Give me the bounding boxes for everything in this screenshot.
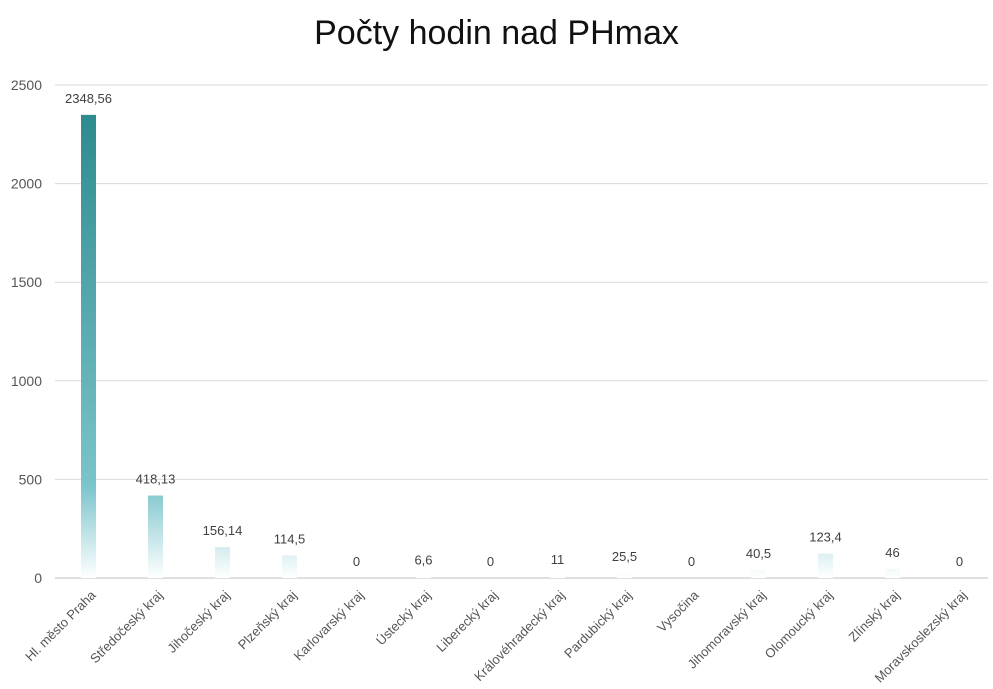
x-tick-label: Olomoucký kraj <box>762 587 836 661</box>
y-tick-label: 0 <box>34 570 42 586</box>
data-label: 0 <box>487 554 494 569</box>
bar <box>818 553 833 578</box>
bar <box>148 495 163 578</box>
data-label: 40,5 <box>746 546 771 561</box>
y-tick-label: 1500 <box>11 274 42 290</box>
x-tick-label: Hl. město Praha <box>22 587 99 664</box>
data-label: 25,5 <box>612 549 637 564</box>
y-axis-ticks: 0 500 1000 1500 2000 2500 <box>11 77 42 586</box>
data-label: 123,4 <box>809 530 842 545</box>
x-tick-label: Karlovarský kraj <box>291 587 367 663</box>
x-tick-label: Ústecký kraj <box>373 587 434 648</box>
data-label: 0 <box>688 554 695 569</box>
data-labels: 2348,56 418,13 156,14 114,5 0 6,6 0 11 25,5 0 40,5… <box>65 91 963 569</box>
data-label: 0 <box>353 554 360 569</box>
bar <box>751 570 766 578</box>
bar <box>81 114 96 579</box>
chart-title: Počty hodin nad PHmax <box>314 14 679 52</box>
x-tick-label: Jihočeský kraj <box>164 587 232 655</box>
bars <box>81 114 900 579</box>
data-label: 156,14 <box>203 523 243 538</box>
bar <box>617 572 632 578</box>
y-tick-label: 2000 <box>11 176 42 192</box>
bar <box>282 555 297 578</box>
data-label: 6,6 <box>414 553 432 568</box>
x-tick-label: Středočeský kraj <box>87 587 166 666</box>
x-tick-label: Pardubický kraj <box>561 587 635 661</box>
x-tick-label: Zlínský kraj <box>846 587 903 644</box>
data-label: 114,5 <box>274 531 306 546</box>
x-tick-label: Vysočina <box>654 587 702 635</box>
data-label: 46 <box>885 545 899 560</box>
bar <box>550 575 565 578</box>
data-label: 2348,56 <box>65 91 112 106</box>
y-tick-label: 500 <box>19 471 43 487</box>
bar <box>215 547 230 578</box>
gridlines <box>55 84 988 579</box>
data-label: 418,13 <box>136 472 176 487</box>
bar <box>885 568 900 578</box>
y-tick-label: 1000 <box>11 373 42 389</box>
data-label: 11 <box>551 552 565 567</box>
x-tick-label: Liberecký kraj <box>433 587 500 654</box>
bar <box>416 576 431 578</box>
y-tick-label: 2500 <box>11 77 42 93</box>
x-tick-label: Plzeňský kraj <box>235 587 300 652</box>
data-label: 0 <box>956 554 963 569</box>
